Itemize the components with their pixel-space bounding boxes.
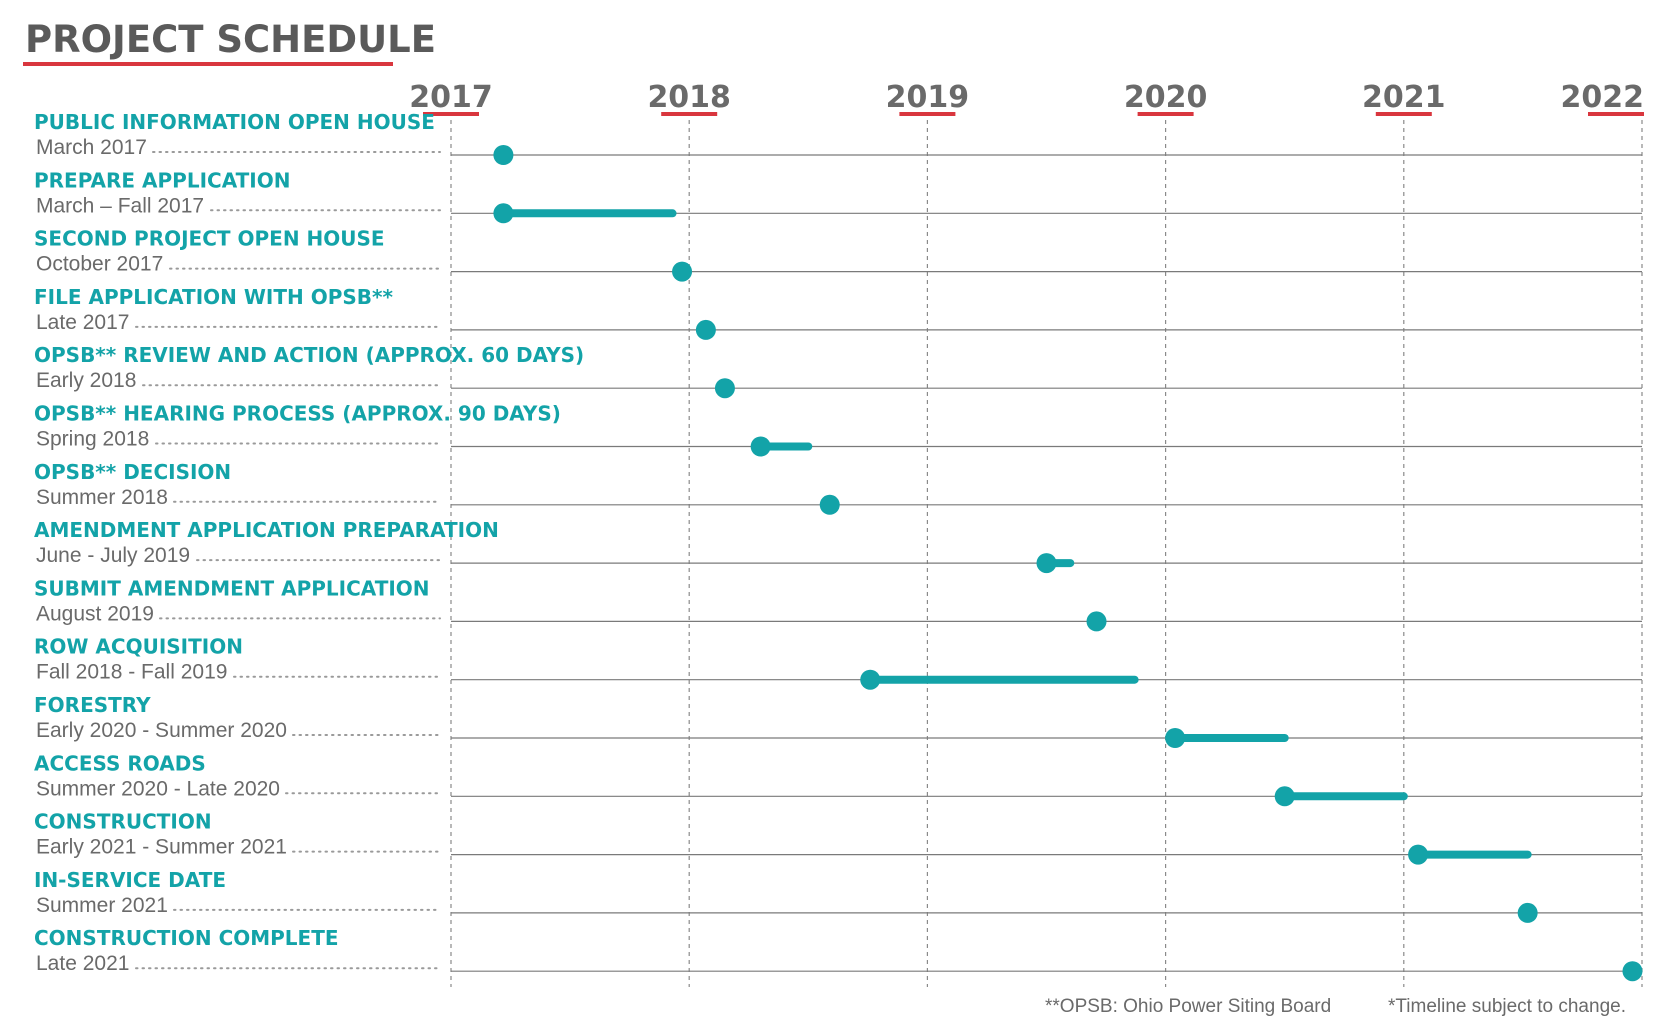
footnote-opsb: **OPSB: Ohio Power Siting Board [1045, 996, 1331, 1017]
year-label-2021: 2021 [1362, 80, 1446, 115]
task-name: ACCESS ROADS [34, 751, 206, 775]
year-underline-2018 [661, 112, 718, 116]
year-grid: 2017 2018 2019 2020 2021 2022 [409, 80, 1644, 987]
milestone-dot [672, 261, 693, 282]
task-name: OPSB** REVIEW AND ACTION (APPROX. 60 DAY… [34, 343, 584, 367]
task-date: Spring 2018 [36, 428, 149, 451]
task-row: FILE APPLICATION WITH OPSB**Late 2017 [34, 285, 1642, 334]
task-name: ROW ACQUISITION [34, 635, 243, 659]
footnote-timeline: *Timeline subject to change. [1388, 996, 1626, 1017]
milestone-dot [1086, 611, 1107, 632]
year-underline-2019 [899, 112, 956, 116]
task-date: Early 2018 [36, 369, 136, 392]
milestone-dot [1408, 844, 1429, 865]
year-label-2022: 2022 [1561, 80, 1645, 115]
task-name: OPSB** DECISION [34, 460, 231, 484]
year-label-2017: 2017 [409, 80, 493, 115]
task-date: October 2017 [36, 253, 163, 276]
task-name: PUBLIC INFORMATION OPEN HOUSE [34, 110, 435, 134]
task-row: OPSB** HEARING PROCESS (APPROX. 90 DAYS)… [34, 402, 1642, 451]
milestone-dot [1517, 902, 1538, 923]
task-date: Late 2021 [36, 952, 129, 975]
year-underline-2021 [1375, 112, 1432, 116]
year-underline-2017 [423, 112, 479, 116]
task-date: Summer 2018 [36, 486, 168, 509]
task-date: Early 2021 - Summer 2021 [36, 836, 287, 859]
task-date: Early 2020 - Summer 2020 [36, 719, 287, 742]
page-title: PROJECT SCHEDULE [25, 18, 436, 61]
task-date: August 2019 [36, 602, 154, 625]
milestone-dot [714, 378, 735, 399]
milestone-dot [493, 203, 514, 224]
milestone-dot [1036, 553, 1057, 574]
task-name: FILE APPLICATION WITH OPSB** [34, 285, 393, 309]
task-date: Summer 2020 - Late 2020 [36, 777, 280, 800]
title-underline [23, 62, 393, 66]
milestone-dot [1622, 961, 1643, 982]
task-name: SECOND PROJECT OPEN HOUSE [34, 227, 385, 251]
task-date: March 2017 [36, 136, 147, 159]
task-date: Fall 2018 - Fall 2019 [36, 661, 227, 684]
task-row: OPSB** REVIEW AND ACTION (APPROX. 60 DAY… [34, 343, 1642, 392]
milestone-dot [695, 319, 716, 340]
task-date: Summer 2021 [36, 894, 168, 917]
year-underline-2022 [1588, 112, 1644, 116]
task-name: FORESTRY [34, 693, 151, 717]
task-name: OPSB** HEARING PROCESS (APPROX. 90 DAYS) [34, 402, 561, 426]
task-name: CONSTRUCTION [34, 810, 212, 834]
milestone-dot [750, 436, 771, 457]
task-name: CONSTRUCTION COMPLETE [34, 926, 339, 950]
year-underline-2020 [1137, 112, 1194, 116]
milestone-dot [860, 669, 881, 690]
milestone-dot [493, 145, 514, 165]
milestone-dot [1274, 786, 1295, 807]
schedule-marks [493, 145, 1643, 982]
year-label-2020: 2020 [1124, 80, 1208, 115]
task-date: March – Fall 2017 [36, 194, 204, 217]
task-name: PREPARE APPLICATION [34, 168, 290, 192]
milestone-dot [1165, 728, 1186, 748]
year-label-2018: 2018 [647, 80, 731, 115]
task-date: Late 2017 [36, 311, 129, 334]
milestone-dot [819, 494, 840, 515]
year-label-2019: 2019 [886, 80, 970, 115]
task-name: SUBMIT AMENDMENT APPLICATION [34, 576, 430, 600]
task-date: June - July 2019 [36, 544, 190, 567]
task-name: AMENDMENT APPLICATION PREPARATION [34, 518, 499, 542]
task-name: IN-SERVICE DATE [34, 868, 226, 892]
